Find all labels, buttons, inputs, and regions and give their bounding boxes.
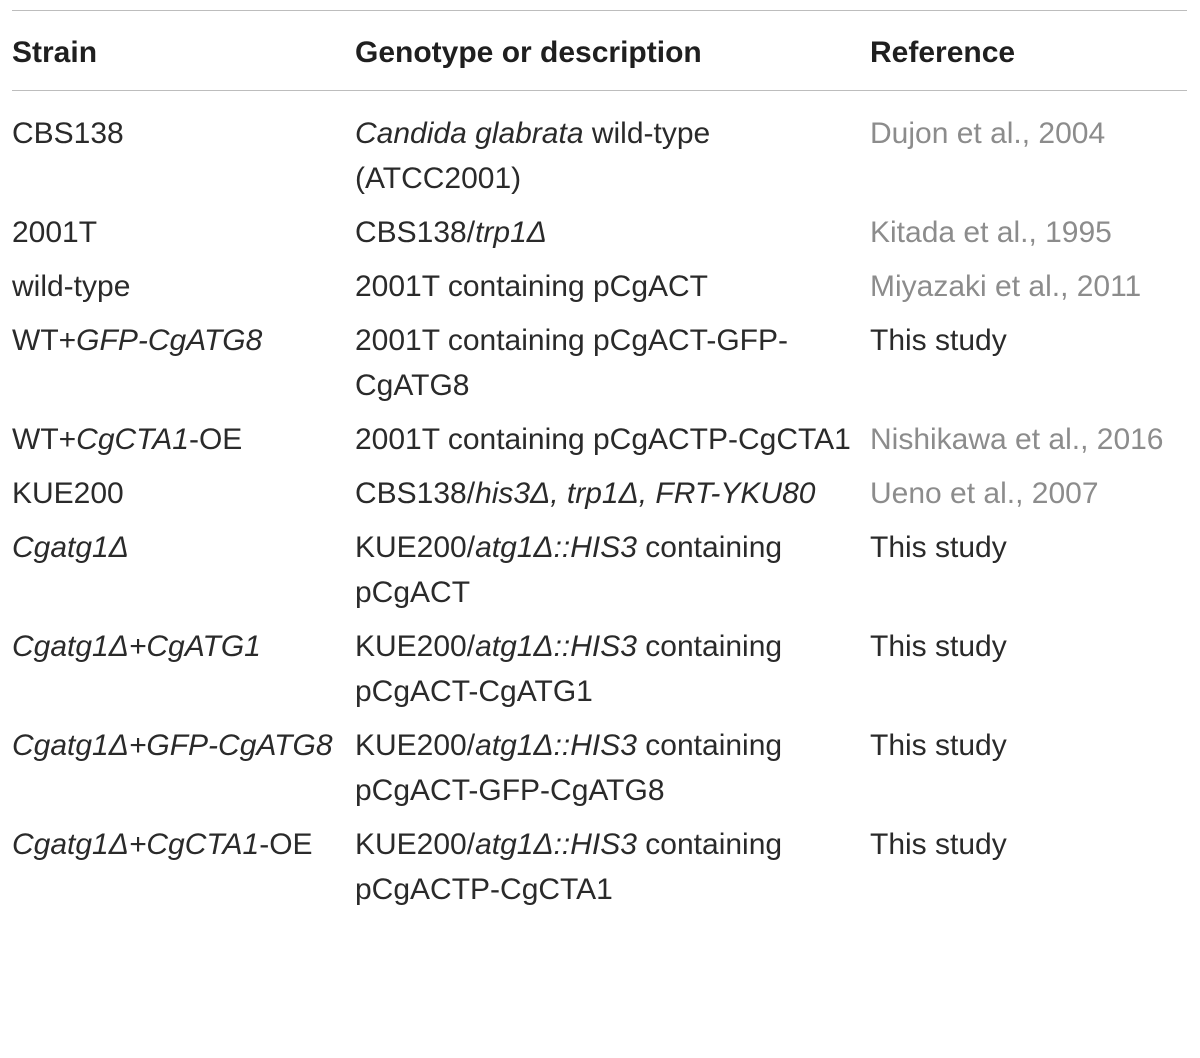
text-segment: -OE	[259, 828, 313, 861]
cell-genotype: KUE200/atg1Δ::HIS3 containing pCgACT-GFP…	[355, 723, 870, 822]
cell-reference: This study	[870, 729, 1007, 762]
text-segment: 2001T containing pCgACT	[355, 270, 708, 303]
strain-table-container: Strain Genotype or description Reference…	[12, 10, 1187, 921]
table-row: WT+CgCTA1-OE 2001T containing pCgACTP-CgC…	[12, 417, 1187, 471]
text-segment: Cgatg1Δ+GFP-CgATG8	[12, 729, 333, 762]
text-segment: KUE200/	[355, 729, 476, 762]
table-row: Cgatg1Δ+CgATG1 KUE200/atg1Δ::HIS3 contain…	[12, 624, 1187, 723]
text-segment: KUE200	[12, 477, 124, 510]
cell-genotype: KUE200/atg1Δ::HIS3 containing pCgACTP-Cg…	[355, 822, 870, 921]
table-row: CBS138 Candida glabrata wild-type (ATCC20…	[12, 91, 1187, 211]
text-segment: his3Δ, trp1Δ, FRT-YKU80	[475, 477, 816, 510]
text-segment: Candida glabrata	[355, 117, 584, 150]
cell-genotype: 2001T containing pCgACTP-CgCTA1	[355, 417, 870, 471]
text-segment: 2001T	[12, 216, 98, 249]
text-segment: CgCTA1	[76, 423, 189, 456]
cell-strain: Cgatg1Δ+GFP-CgATG8	[12, 723, 355, 822]
cell-genotype: CBS138/his3Δ, trp1Δ, FRT-YKU80	[355, 471, 870, 525]
cell-genotype: 2001T containing pCgACT-GFP-CgATG8	[355, 318, 870, 417]
header-row: Strain Genotype or description Reference	[12, 10, 1187, 91]
cell-genotype: KUE200/atg1Δ::HIS3 containing pCgACT-CgA…	[355, 624, 870, 723]
cell-reference: This study	[870, 828, 1007, 861]
text-segment: Cgatg1Δ+CgATG1	[12, 630, 261, 663]
table-row: KUE200 CBS138/his3Δ, trp1Δ, FRT-YKU80 Ueno…	[12, 471, 1187, 525]
text-segment: KUE200/	[355, 630, 476, 663]
text-segment: KUE200/	[355, 828, 476, 861]
text-segment: CBS138/	[355, 216, 476, 249]
text-segment: KUE200/	[355, 531, 476, 564]
header-strain: Strain	[12, 36, 98, 69]
cell-genotype: Candida glabrata wild-type (ATCC2001)	[355, 91, 870, 211]
cell-strain: CBS138	[12, 91, 355, 211]
text-segment: WT+	[12, 324, 77, 357]
text-segment: CBS138	[12, 117, 124, 150]
cell-strain: Cgatg1Δ	[12, 525, 355, 624]
text-segment: atg1Δ::HIS3	[475, 630, 637, 663]
text-segment: GFP-CgATG8	[76, 324, 263, 357]
text-segment: containing pCgACTP-CgCTA1	[355, 828, 783, 906]
header-reference: Reference	[870, 36, 1016, 69]
text-segment: containing pCgACT-GFP-CgATG8	[355, 729, 783, 807]
cell-genotype: CBS138/trp1Δ	[355, 210, 870, 264]
cell-reference: This study	[870, 531, 1007, 564]
cell-strain: KUE200	[12, 471, 355, 525]
text-segment: Cgatg1Δ+CgCTA1	[12, 828, 260, 861]
text-segment: CBS138/	[355, 477, 476, 510]
table-row: Cgatg1Δ+CgCTA1-OE KUE200/atg1Δ::HIS3 cont…	[12, 822, 1187, 921]
cell-reference: This study	[870, 324, 1007, 357]
header-genotype: Genotype or description	[355, 36, 702, 69]
cell-strain: Cgatg1Δ+CgCTA1-OE	[12, 822, 355, 921]
cell-strain: WT+CgCTA1-OE	[12, 417, 355, 471]
table-row: wild-type 2001T containing pCgACT Miyazaki…	[12, 264, 1187, 318]
cell-strain: Cgatg1Δ+CgATG1	[12, 624, 355, 723]
text-segment: atg1Δ::HIS3	[475, 531, 637, 564]
cell-genotype: KUE200/atg1Δ::HIS3 containing pCgACT	[355, 525, 870, 624]
cell-reference-link[interactable]: Nishikawa et al., 2016	[870, 423, 1164, 456]
cell-reference-link[interactable]: Dujon et al., 2004	[870, 117, 1106, 150]
text-segment: atg1Δ::HIS3	[475, 729, 637, 762]
cell-strain: WT+GFP-CgATG8	[12, 318, 355, 417]
text-segment: wild-type	[12, 270, 131, 303]
cell-reference-link[interactable]: Miyazaki et al., 2011	[870, 270, 1142, 303]
text-segment: WT+	[12, 423, 77, 456]
table-row: WT+GFP-CgATG8 2001T containing pCgACT-GFP…	[12, 318, 1187, 417]
cell-strain: 2001T	[12, 210, 355, 264]
text-segment: 2001T containing pCgACT-GFP-CgATG8	[355, 324, 788, 402]
table-header: Strain Genotype or description Reference	[12, 10, 1187, 91]
table-row: 2001T CBS138/trp1Δ Kitada et al., 1995	[12, 210, 1187, 264]
cell-strain: wild-type	[12, 264, 355, 318]
text-segment: containing pCgACT	[355, 531, 783, 609]
table-row: Cgatg1Δ KUE200/atg1Δ::HIS3 containing pCg…	[12, 525, 1187, 624]
cell-genotype: 2001T containing pCgACT	[355, 264, 870, 318]
text-segment: -OE	[188, 423, 243, 456]
cell-reference: This study	[870, 630, 1007, 663]
table-row: Cgatg1Δ+GFP-CgATG8 KUE200/atg1Δ::HIS3 con…	[12, 723, 1187, 822]
text-segment: 2001T containing pCgACTP-CgCTA1	[355, 423, 851, 456]
text-segment: atg1Δ::HIS3	[475, 828, 637, 861]
text-segment: Cgatg1Δ	[12, 531, 129, 564]
cell-reference-link[interactable]: Kitada et al., 1995	[870, 216, 1112, 249]
strain-table: Strain Genotype or description Reference…	[12, 10, 1187, 921]
text-segment: containing pCgACT-CgATG1	[355, 630, 783, 708]
table-body: CBS138 Candida glabrata wild-type (ATCC20…	[12, 91, 1187, 922]
text-segment: wild-type (ATCC2001)	[355, 117, 711, 195]
text-segment: trp1Δ	[475, 216, 547, 249]
cell-reference-link[interactable]: Ueno et al., 2007	[870, 477, 1099, 510]
